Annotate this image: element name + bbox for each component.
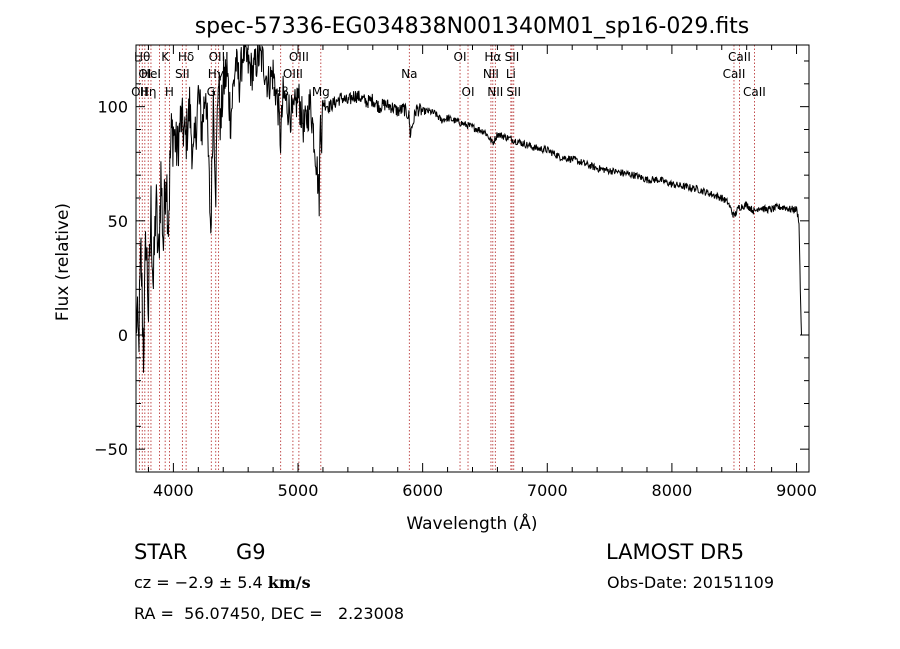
y-tick-label--50: −50 bbox=[94, 440, 128, 459]
line-label-0: OII bbox=[131, 85, 148, 99]
line-label-10: G bbox=[207, 85, 216, 99]
cz-value: −2.9 ± 5.4 bbox=[174, 573, 263, 592]
ra-dec: RA = 56.07450, DEC = 2.23008 bbox=[134, 604, 405, 623]
line-label-26: CaII bbox=[723, 67, 746, 81]
line-label-21: Hα bbox=[484, 50, 501, 64]
line-label-22: NII bbox=[487, 85, 503, 99]
line-label-6: K bbox=[161, 50, 170, 64]
spectrum-series bbox=[135, 44, 802, 373]
chart-title: spec-57336-EG034838N001340M01_sp16-029.f… bbox=[195, 14, 750, 39]
line-label-25: SII bbox=[506, 85, 521, 99]
line-label-11: Hγ bbox=[208, 67, 224, 81]
line-label-15: OIII bbox=[289, 50, 309, 64]
object-class: STAR bbox=[134, 540, 188, 564]
y-axis-ticks: −50 0 50 100 bbox=[94, 60, 809, 473]
y-tick-label-100: 100 bbox=[97, 98, 128, 117]
y-axis-label: Flux (relative) bbox=[53, 203, 73, 321]
line-labels: OIIHθOIHηHeIKHSIIHδGHγOIIIHβOIIIOIIIMgNa… bbox=[131, 50, 766, 99]
line-label-18: OI bbox=[454, 50, 467, 64]
x-tick-label-7000: 7000 bbox=[527, 481, 568, 500]
object-subclass: G9 bbox=[236, 540, 266, 564]
x-tick-label-9000: 9000 bbox=[776, 481, 817, 500]
x-axis-ticks: 4000 5000 6000 7000 8000 9000 bbox=[147, 45, 817, 500]
y-tick-label-0: 0 bbox=[118, 326, 128, 345]
cz-prefix: cz = bbox=[134, 573, 175, 592]
redshift-line: cz = −2.9 ± 5.4 km/s bbox=[134, 573, 311, 592]
line-label-28: CaII bbox=[743, 85, 766, 99]
line-label-2: OI bbox=[138, 67, 151, 81]
line-label-1: Hθ bbox=[134, 50, 150, 64]
x-tick-label-5000: 5000 bbox=[278, 481, 319, 500]
x-tick-label-8000: 8000 bbox=[652, 481, 693, 500]
line-label-27: CaII bbox=[728, 50, 751, 64]
x-tick-label-4000: 4000 bbox=[153, 481, 194, 500]
line-label-16: Mg bbox=[312, 85, 330, 99]
line-label-14: OIII bbox=[283, 67, 303, 81]
y-tick-label-50: 50 bbox=[108, 212, 128, 231]
line-label-3: Hη bbox=[140, 85, 157, 99]
plot-frame bbox=[135, 44, 810, 473]
cz-unit: km/s bbox=[267, 573, 311, 592]
x-axis-label: Wavelength (Å) bbox=[406, 512, 537, 534]
line-label-24: SII bbox=[505, 50, 520, 64]
line-label-9: Hδ bbox=[178, 50, 194, 64]
obs-date: Obs-Date: 20151109 bbox=[607, 573, 775, 592]
line-label-23: Li bbox=[506, 67, 516, 81]
line-label-4: HeI bbox=[141, 67, 161, 81]
line-label-7: H bbox=[165, 85, 174, 99]
survey-release: LAMOST DR5 bbox=[606, 540, 745, 564]
line-label-17: Na bbox=[401, 67, 417, 81]
line-label-8: SII bbox=[175, 67, 190, 81]
x-tick-label-6000: 6000 bbox=[402, 481, 443, 500]
line-label-19: OI bbox=[462, 85, 475, 99]
line-label-20: NII bbox=[483, 67, 499, 81]
